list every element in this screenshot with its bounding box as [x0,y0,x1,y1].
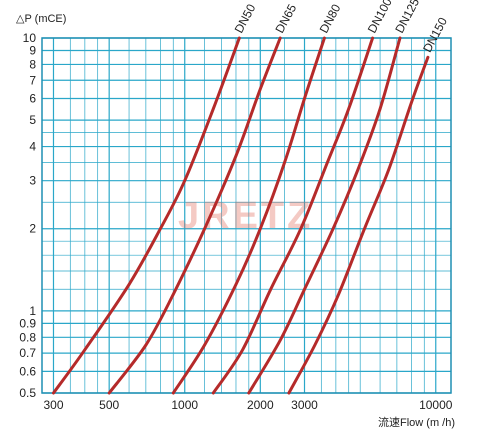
x-tick-label: 500 [99,398,119,412]
y-tick-label: 1 [29,304,36,318]
curve-label-dn125: DN125 [392,0,422,35]
y-tick-label: 9 [29,43,36,57]
curve-dn50 [52,36,241,395]
curve-dn100 [211,36,375,395]
x-tick-label: 1000 [171,398,198,412]
curve-label-dn80: DN80 [317,1,344,35]
y-tick-label: 3 [29,174,36,188]
y-tick-label: 6 [29,92,36,106]
x-axis-title: 流速Flow (m /h) [378,415,455,429]
y-tick-label: 0.7 [19,346,36,360]
x-tick-label: 3000 [291,398,318,412]
curve-dn150 [287,55,430,395]
plot-frame [41,37,452,394]
x-tick-label: 300 [43,398,63,412]
curve-dn80 [171,36,326,395]
y-tick-label: 2 [29,222,36,236]
y-tick-label: 0.5 [19,386,36,400]
x-tick-label: 2000 [247,398,274,412]
y-tick-label: 0.6 [19,364,36,378]
y-tick-label: 10 [23,31,37,45]
y-tick-label: 8 [29,57,36,71]
y-axis-title: △P (mCE) [16,13,66,25]
x-axis-tick-labels: 300 500 1000 2000 3000 10000 [43,398,452,412]
curve-label-dn50: DN50 [232,1,259,35]
y-tick-label: 5 [29,113,36,127]
y-tick-label: 0.8 [19,330,36,344]
y-tick-label: 4 [29,140,36,154]
curve-label-dn150: DN150 [420,15,450,55]
curve-label-dn100: DN100 [365,0,395,35]
x-tick-label: 10000 [419,398,453,412]
curve-dn65 [107,36,282,395]
y-tick-label: 7 [29,73,36,87]
curve-label-dn65: DN65 [272,1,299,35]
y-tick-label: 0.9 [19,316,36,330]
curve-dn125 [247,36,402,395]
watermark-logo: JRETZ [178,195,313,237]
